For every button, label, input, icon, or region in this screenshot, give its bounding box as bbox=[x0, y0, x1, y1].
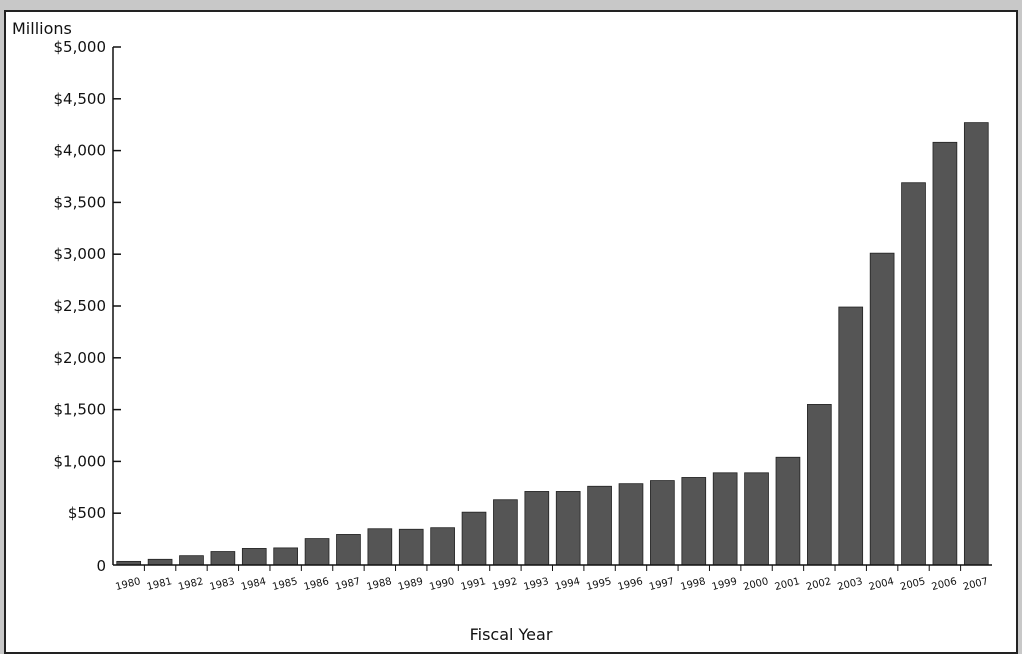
bar bbox=[367, 528, 393, 566]
bar bbox=[210, 551, 236, 566]
y-tick-label: $500 bbox=[68, 504, 106, 522]
x-tick-label: 2000 bbox=[742, 576, 769, 593]
y-tick-label: $3,000 bbox=[54, 245, 107, 263]
x-tick-label: 1983 bbox=[209, 576, 236, 593]
x-tick-label: 2003 bbox=[836, 576, 863, 593]
bar bbox=[869, 252, 895, 566]
x-tick-label: 2007 bbox=[962, 576, 989, 593]
x-tick-label: 1993 bbox=[523, 576, 550, 593]
y-tick-label: $4,500 bbox=[54, 90, 107, 108]
bar bbox=[901, 182, 926, 566]
x-tick-label: 2005 bbox=[899, 576, 926, 593]
bar bbox=[744, 472, 769, 566]
x-tick-label: 1982 bbox=[177, 576, 204, 593]
x-tick-label: 1992 bbox=[491, 576, 518, 593]
y-tick-label: $3,500 bbox=[54, 193, 107, 211]
x-tick-label: 2004 bbox=[868, 576, 895, 593]
x-tick-label: 2001 bbox=[774, 576, 801, 593]
y-tick-label: $2,000 bbox=[54, 349, 107, 367]
bar bbox=[398, 528, 424, 566]
bar bbox=[430, 527, 455, 566]
bar bbox=[461, 511, 487, 566]
x-tick-label: 1981 bbox=[146, 576, 173, 593]
bar bbox=[681, 477, 707, 566]
x-tick-label: 1984 bbox=[240, 576, 267, 593]
bar bbox=[336, 534, 361, 566]
bar bbox=[179, 555, 204, 566]
bar bbox=[555, 491, 581, 566]
x-tick-label: 1980 bbox=[114, 576, 141, 593]
chart-frame: Millions Fiscal Year 0 $500 $1,000 $1,500 $2… bbox=[4, 10, 1018, 654]
x-axis: 1980 1981 1982 1983 1984 1985 1986 1987 1988 1989… bbox=[113, 564, 992, 593]
x-tick-label: 2002 bbox=[805, 576, 832, 593]
x-tick-label: 1997 bbox=[648, 576, 675, 593]
bar bbox=[807, 404, 832, 566]
x-axis-title: Fiscal Year bbox=[470, 625, 553, 644]
x-tick-label: 1994 bbox=[554, 576, 581, 593]
bar bbox=[775, 456, 801, 566]
x-tick-label: 1987 bbox=[334, 576, 361, 593]
bars bbox=[116, 122, 989, 566]
x-tick-label: 1988 bbox=[366, 576, 393, 593]
bar bbox=[524, 491, 550, 566]
y-tick-label: $1,500 bbox=[54, 401, 107, 419]
y-axis-title: Millions bbox=[12, 19, 72, 38]
bar bbox=[963, 122, 989, 566]
x-tick-label: 1986 bbox=[303, 576, 330, 593]
bar-chart: Millions Fiscal Year 0 $500 $1,000 $1,500 $2… bbox=[12, 19, 992, 644]
x-tick-label: 1998 bbox=[679, 576, 706, 593]
x-tick-label: 1991 bbox=[460, 576, 487, 593]
y-tick-label: 0 bbox=[96, 557, 106, 575]
y-tick-label: $4,000 bbox=[54, 142, 107, 160]
bar bbox=[147, 558, 173, 566]
bar bbox=[650, 480, 675, 566]
y-tick-label: $1,000 bbox=[54, 452, 107, 470]
bar bbox=[241, 548, 267, 566]
x-tick-label: 1985 bbox=[271, 576, 298, 593]
x-tick-label: 1990 bbox=[428, 576, 455, 593]
bar bbox=[587, 485, 612, 566]
y-axis: 0 $500 $1,000 $1,500 $2,000 $2,500 $3,000 $3,50… bbox=[54, 38, 121, 575]
y-tick-label: $5,000 bbox=[54, 38, 107, 56]
x-tick-label: 1995 bbox=[585, 576, 612, 593]
bar bbox=[838, 306, 864, 566]
bar bbox=[493, 499, 518, 566]
x-tick-label: 1996 bbox=[617, 576, 644, 593]
bar bbox=[712, 472, 738, 566]
bar bbox=[618, 483, 644, 566]
x-tick-label: 1989 bbox=[397, 576, 424, 593]
bar bbox=[932, 141, 958, 566]
x-tick-label: 2006 bbox=[931, 576, 958, 593]
bar bbox=[273, 547, 298, 566]
y-tick-label: $2,500 bbox=[54, 297, 107, 315]
x-tick-label: 1999 bbox=[711, 576, 738, 593]
bar bbox=[304, 538, 330, 566]
